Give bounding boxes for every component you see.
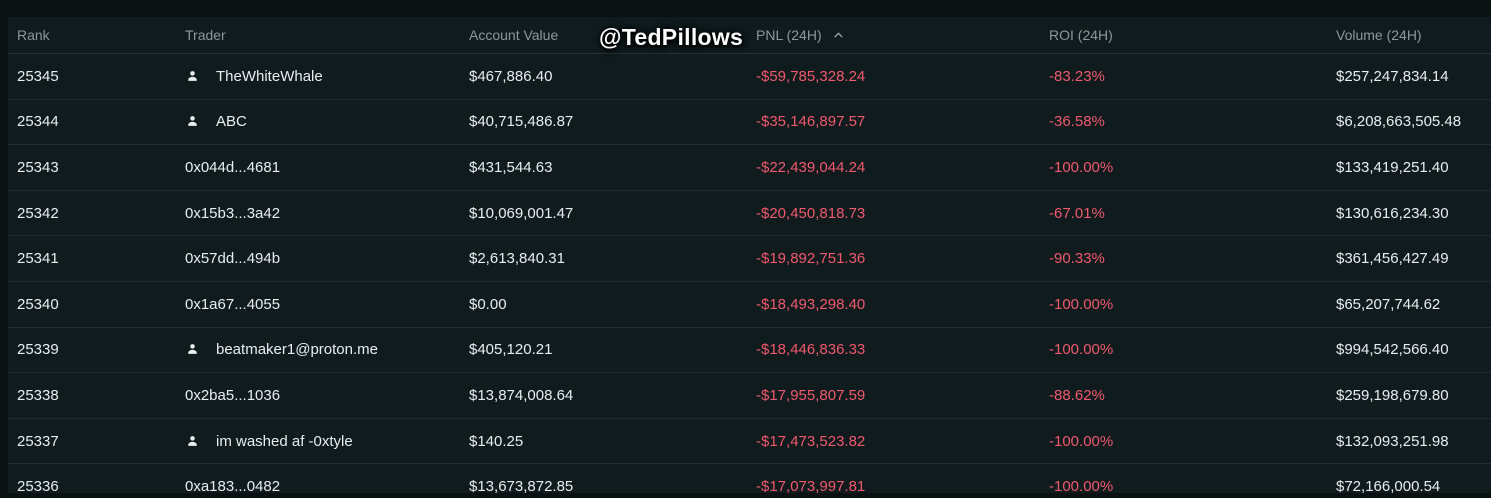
table-row[interactable]: 25343 0x044d...4681 $431,544.63 -$22,439… [8, 145, 1491, 191]
trader-name: ABC [216, 113, 247, 131]
trader-name: 0x57dd...494b [185, 250, 281, 268]
rank-cell: 25338 [17, 386, 59, 404]
roi-cell: -36.58% [1049, 113, 1105, 131]
rank-cell: 25343 [17, 158, 59, 176]
column-header-roi[interactable]: ROI (24H) [1049, 27, 1113, 43]
account-value-cell: $13,673,872.85 [469, 478, 574, 493]
account-value-cell: $467,886.40 [469, 67, 553, 85]
volume-cell: $130,616,234.30 [1336, 204, 1449, 222]
leaderboard-table: Rank Trader Account Value PNL (24H) ROI … [8, 17, 1491, 493]
volume-cell: $361,456,427.49 [1336, 250, 1449, 268]
trader-name: 0x15b3...3a42 [185, 204, 281, 222]
roi-cell: -100.00% [1049, 432, 1114, 450]
account-value-cell: $2,613,840.31 [469, 250, 565, 268]
volume-cell: $65,207,744.62 [1336, 295, 1441, 313]
trader-name: 0x1a67...4055 [185, 295, 281, 313]
trader-name: beatmaker1@proton.me [216, 341, 378, 359]
pnl-cell: -$17,073,997.81 [756, 478, 866, 493]
pnl-cell: -$18,493,298.40 [756, 295, 866, 313]
person-icon [185, 69, 200, 84]
rank-cell: 25340 [17, 295, 59, 313]
table-row[interactable]: 25339 beatmaker1@proton.me $405,120.21 -… [8, 328, 1491, 374]
trader-cell: 0x2ba5...1036 [177, 387, 469, 404]
pnl-cell: -$35,146,897.57 [756, 113, 866, 131]
roi-cell: -100.00% [1049, 158, 1114, 176]
table-row[interactable]: 25338 0x2ba5...1036 $13,874,008.64 -$17,… [8, 373, 1491, 419]
pnl-cell: -$17,955,807.59 [756, 386, 866, 404]
rank-cell: 25336 [17, 478, 59, 493]
trader-cell: 0x57dd...494b [177, 250, 469, 267]
table-row[interactable]: 25344 ABC $40,715,486.87 -$35,146,897.57… [8, 100, 1491, 146]
column-header-label: Trader [185, 27, 226, 43]
roi-cell: -67.01% [1049, 204, 1105, 222]
column-header-pnl[interactable]: PNL (24H) [756, 27, 1049, 43]
trader-name: 0x044d...4681 [185, 158, 281, 176]
chevron-up-icon [832, 29, 845, 42]
trader-cell: beatmaker1@proton.me [177, 341, 469, 358]
account-value-cell: $431,544.63 [469, 158, 553, 176]
table-row[interactable]: 25336 0xa183...0482 $13,673,872.85 -$17,… [8, 464, 1491, 493]
table-row[interactable]: 25341 0x57dd...494b $2,613,840.31 -$19,8… [8, 236, 1491, 282]
rank-cell: 25341 [17, 250, 59, 268]
trader-cell: 0x1a67...4055 [177, 296, 469, 313]
pnl-cell: -$17,473,523.82 [756, 432, 866, 450]
volume-cell: $132,093,251.98 [1336, 432, 1449, 450]
volume-cell: $133,419,251.40 [1336, 158, 1449, 176]
column-header-trader[interactable]: Trader [177, 27, 469, 43]
trader-cell: 0x044d...4681 [177, 159, 469, 176]
volume-cell: $72,166,000.54 [1336, 478, 1441, 493]
trader-name: TheWhiteWhale [216, 67, 323, 85]
column-header-label: PNL (24H) [756, 27, 822, 43]
trader-name: 0x2ba5...1036 [185, 386, 281, 404]
trader-cell: TheWhiteWhale [177, 68, 469, 85]
roi-cell: -100.00% [1049, 341, 1114, 359]
pnl-cell: -$18,446,836.33 [756, 341, 866, 359]
roi-cell: -83.23% [1049, 67, 1105, 85]
rank-cell: 25337 [17, 432, 59, 450]
table-row[interactable]: 25337 im washed af -0xtyle $140.25 -$17,… [8, 419, 1491, 465]
trader-cell: 0xa183...0482 [177, 478, 469, 493]
person-icon [185, 434, 200, 449]
table-row[interactable]: 25340 0x1a67...4055 $0.00 -$18,493,298.4… [8, 282, 1491, 328]
account-value-cell: $0.00 [469, 295, 507, 313]
account-value-cell: $13,874,008.64 [469, 386, 574, 404]
rank-cell: 25345 [17, 67, 59, 85]
roi-cell: -88.62% [1049, 386, 1105, 404]
person-icon [185, 114, 200, 129]
account-value-cell: $40,715,486.87 [469, 113, 574, 131]
table-header-row: Rank Trader Account Value PNL (24H) ROI … [8, 17, 1491, 54]
rank-cell: 25339 [17, 341, 59, 359]
person-icon [185, 342, 200, 357]
volume-cell: $257,247,834.14 [1336, 67, 1449, 85]
volume-cell: $994,542,566.40 [1336, 341, 1449, 359]
volume-cell: $259,198,679.80 [1336, 386, 1449, 404]
volume-cell: $6,208,663,505.48 [1336, 113, 1462, 131]
pnl-cell: -$22,439,044.24 [756, 158, 866, 176]
trader-cell: 0x15b3...3a42 [177, 205, 469, 222]
account-value-cell: $405,120.21 [469, 341, 553, 359]
pnl-cell: -$19,892,751.36 [756, 250, 866, 268]
pnl-cell: -$20,450,818.73 [756, 204, 866, 222]
roi-cell: -100.00% [1049, 295, 1114, 313]
rank-cell: 25344 [17, 113, 59, 131]
column-header-account-value[interactable]: Account Value [469, 27, 559, 43]
trader-cell: im washed af -0xtyle [177, 433, 469, 450]
table-row[interactable]: 25342 0x15b3...3a42 $10,069,001.47 -$20,… [8, 191, 1491, 237]
trader-name: im washed af -0xtyle [216, 432, 353, 450]
column-header-volume[interactable]: Volume (24H) [1336, 27, 1422, 43]
column-header-rank[interactable]: Rank [17, 27, 50, 43]
trader-cell: ABC [177, 113, 469, 130]
account-value-cell: $140.25 [469, 432, 524, 450]
roi-cell: -90.33% [1049, 250, 1105, 268]
rank-cell: 25342 [17, 204, 59, 222]
pnl-cell: -$59,785,328.24 [756, 67, 866, 85]
roi-cell: -100.00% [1049, 478, 1114, 493]
account-value-cell: $10,069,001.47 [469, 204, 574, 222]
table-row[interactable]: 25345 TheWhiteWhale $467,886.40 -$59,785… [8, 54, 1491, 100]
trader-name: 0xa183...0482 [185, 478, 281, 493]
